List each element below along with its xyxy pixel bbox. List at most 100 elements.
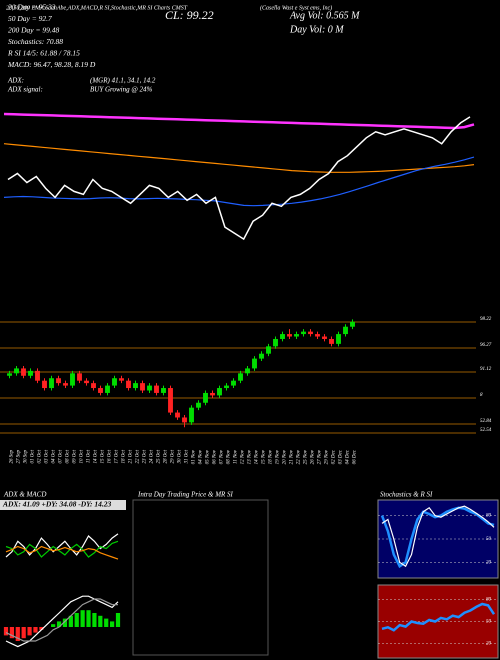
macd-bar bbox=[80, 610, 85, 627]
x-tick-label: 04 Oct bbox=[52, 449, 57, 463]
x-tick-label: 17 Oct bbox=[115, 449, 120, 463]
close-price: CL: 99.22 bbox=[165, 8, 214, 22]
x-tick-label: 27 Nov bbox=[318, 449, 323, 464]
candle-body bbox=[315, 334, 320, 337]
y-tick-label: 80 bbox=[486, 598, 492, 603]
macd-bar bbox=[51, 624, 56, 627]
x-tick-label: 26 Sep bbox=[10, 450, 15, 464]
x-tick-label: 09 Oct bbox=[73, 449, 78, 463]
x-tick-label: 02 Dec bbox=[332, 449, 337, 464]
x-tick-label: 15 Oct bbox=[101, 449, 106, 463]
adx-signal-value: BUY Growing @ 24% bbox=[90, 86, 153, 94]
level-label: 8 bbox=[480, 393, 483, 398]
candle-body bbox=[49, 378, 54, 389]
level-label: 96.27 bbox=[480, 343, 492, 348]
panel-title: Stochastics & R SI bbox=[380, 491, 433, 499]
macd-bar bbox=[115, 613, 121, 627]
x-tick-label: 06 Dec bbox=[353, 449, 358, 464]
x-tick-label: 15 Nov bbox=[262, 449, 267, 464]
x-tick-label: 28 Oct bbox=[164, 449, 169, 463]
candle-body bbox=[7, 373, 12, 376]
x-tick-label: 06 Nov bbox=[213, 449, 218, 464]
candle-body bbox=[77, 373, 82, 381]
x-tick-label: 22 Nov bbox=[297, 449, 302, 464]
macd-bar bbox=[110, 621, 115, 627]
series-line bbox=[5, 545, 119, 560]
x-tick-label: 05 Nov bbox=[206, 449, 211, 464]
candle-body bbox=[231, 380, 236, 386]
y-tick-label: 20 bbox=[486, 561, 492, 566]
macd-bar bbox=[74, 613, 79, 627]
candle-body bbox=[329, 338, 334, 344]
candle-body bbox=[140, 383, 145, 391]
candle-body bbox=[224, 385, 229, 389]
x-tick-label: 14 Nov bbox=[255, 449, 260, 464]
candle-body bbox=[350, 321, 355, 327]
macd-bar bbox=[21, 627, 26, 639]
macd-bar bbox=[3, 627, 9, 636]
candle-body bbox=[175, 412, 180, 418]
stat-line: Stochastics: 70.88 bbox=[8, 37, 63, 46]
candle-body bbox=[280, 334, 285, 339]
panel-title: Intra Day Trading Price & MR SI bbox=[137, 491, 234, 499]
x-tick-label: 19 Nov bbox=[276, 449, 281, 464]
candle-body bbox=[84, 380, 89, 384]
x-tick-label: 11 Oct bbox=[87, 449, 92, 463]
candle-body bbox=[182, 417, 187, 423]
stat-line: R SI 14/5: 61.88 / 78.15 bbox=[7, 49, 80, 58]
stat-line: 50 Day = 92.7 bbox=[8, 14, 52, 23]
candle-body bbox=[112, 378, 117, 386]
series-line bbox=[5, 540, 119, 558]
candle-body bbox=[217, 388, 222, 396]
candle-body bbox=[161, 388, 166, 393]
adx-signal-label: ADX signal: bbox=[7, 86, 43, 94]
x-tick-label: 21 Oct bbox=[129, 449, 134, 463]
adx-values: ADX: 41.09 +DY: 34.08 -DY: 14.23 bbox=[2, 500, 112, 509]
page-subtitle: (Casella Wast e Syst ems, Inc) bbox=[260, 4, 332, 11]
x-tick-label: 12 Nov bbox=[241, 449, 246, 464]
y-tick-label: 50 bbox=[486, 620, 492, 625]
candle-body bbox=[91, 383, 96, 389]
candle-body bbox=[343, 326, 348, 335]
y-tick-label: 50 bbox=[486, 537, 492, 542]
adx-header-box bbox=[0, 500, 126, 510]
macd-bar bbox=[62, 618, 68, 627]
x-tick-label: 03 Dec bbox=[339, 449, 344, 464]
x-tick-label: 27 Sep bbox=[17, 450, 22, 464]
candle-body bbox=[14, 368, 19, 374]
candle-body bbox=[126, 380, 131, 389]
candle-body bbox=[336, 334, 341, 344]
candle-body bbox=[42, 380, 47, 389]
x-tick-label: 07 Oct bbox=[59, 449, 64, 463]
x-tick-label: 31 Oct bbox=[185, 449, 190, 463]
series-line bbox=[5, 598, 118, 642]
x-tick-label: 10 Oct bbox=[80, 449, 85, 463]
x-tick-label: 13 Nov bbox=[248, 449, 253, 464]
x-tick-label: 22 Oct bbox=[136, 449, 141, 463]
candle-body bbox=[238, 373, 243, 381]
level-label: 52.54 bbox=[480, 428, 492, 433]
candle-body bbox=[196, 402, 201, 408]
series-line bbox=[3, 143, 475, 173]
x-tick-label: 01 Nov bbox=[192, 449, 197, 464]
x-tick-label: 02 Oct bbox=[38, 449, 43, 463]
candle-body bbox=[35, 370, 40, 381]
level-label: 91.12 bbox=[480, 367, 492, 372]
x-tick-label: 29 Oct bbox=[171, 449, 176, 463]
x-tick-label: 29 Nov bbox=[325, 449, 330, 464]
x-tick-label: 23 Oct bbox=[143, 449, 148, 463]
series-line bbox=[381, 505, 495, 568]
adx-value: (MGR) 41.1, 34.1, 14.2 bbox=[90, 77, 156, 85]
candle-body bbox=[210, 392, 215, 396]
macd-bar bbox=[86, 610, 91, 627]
series-line bbox=[3, 156, 475, 207]
x-tick-label: 30 Sep bbox=[24, 450, 29, 464]
macd-bar bbox=[68, 615, 73, 627]
candle-body bbox=[259, 353, 264, 359]
x-tick-label: 08 Nov bbox=[227, 449, 232, 464]
stat-line: 20 Day = 95.33 bbox=[8, 3, 56, 12]
candle-body bbox=[21, 368, 26, 376]
candle-body bbox=[245, 368, 250, 374]
x-tick-label: 21 Nov bbox=[290, 449, 295, 464]
y-tick-label: 80 bbox=[486, 514, 492, 519]
